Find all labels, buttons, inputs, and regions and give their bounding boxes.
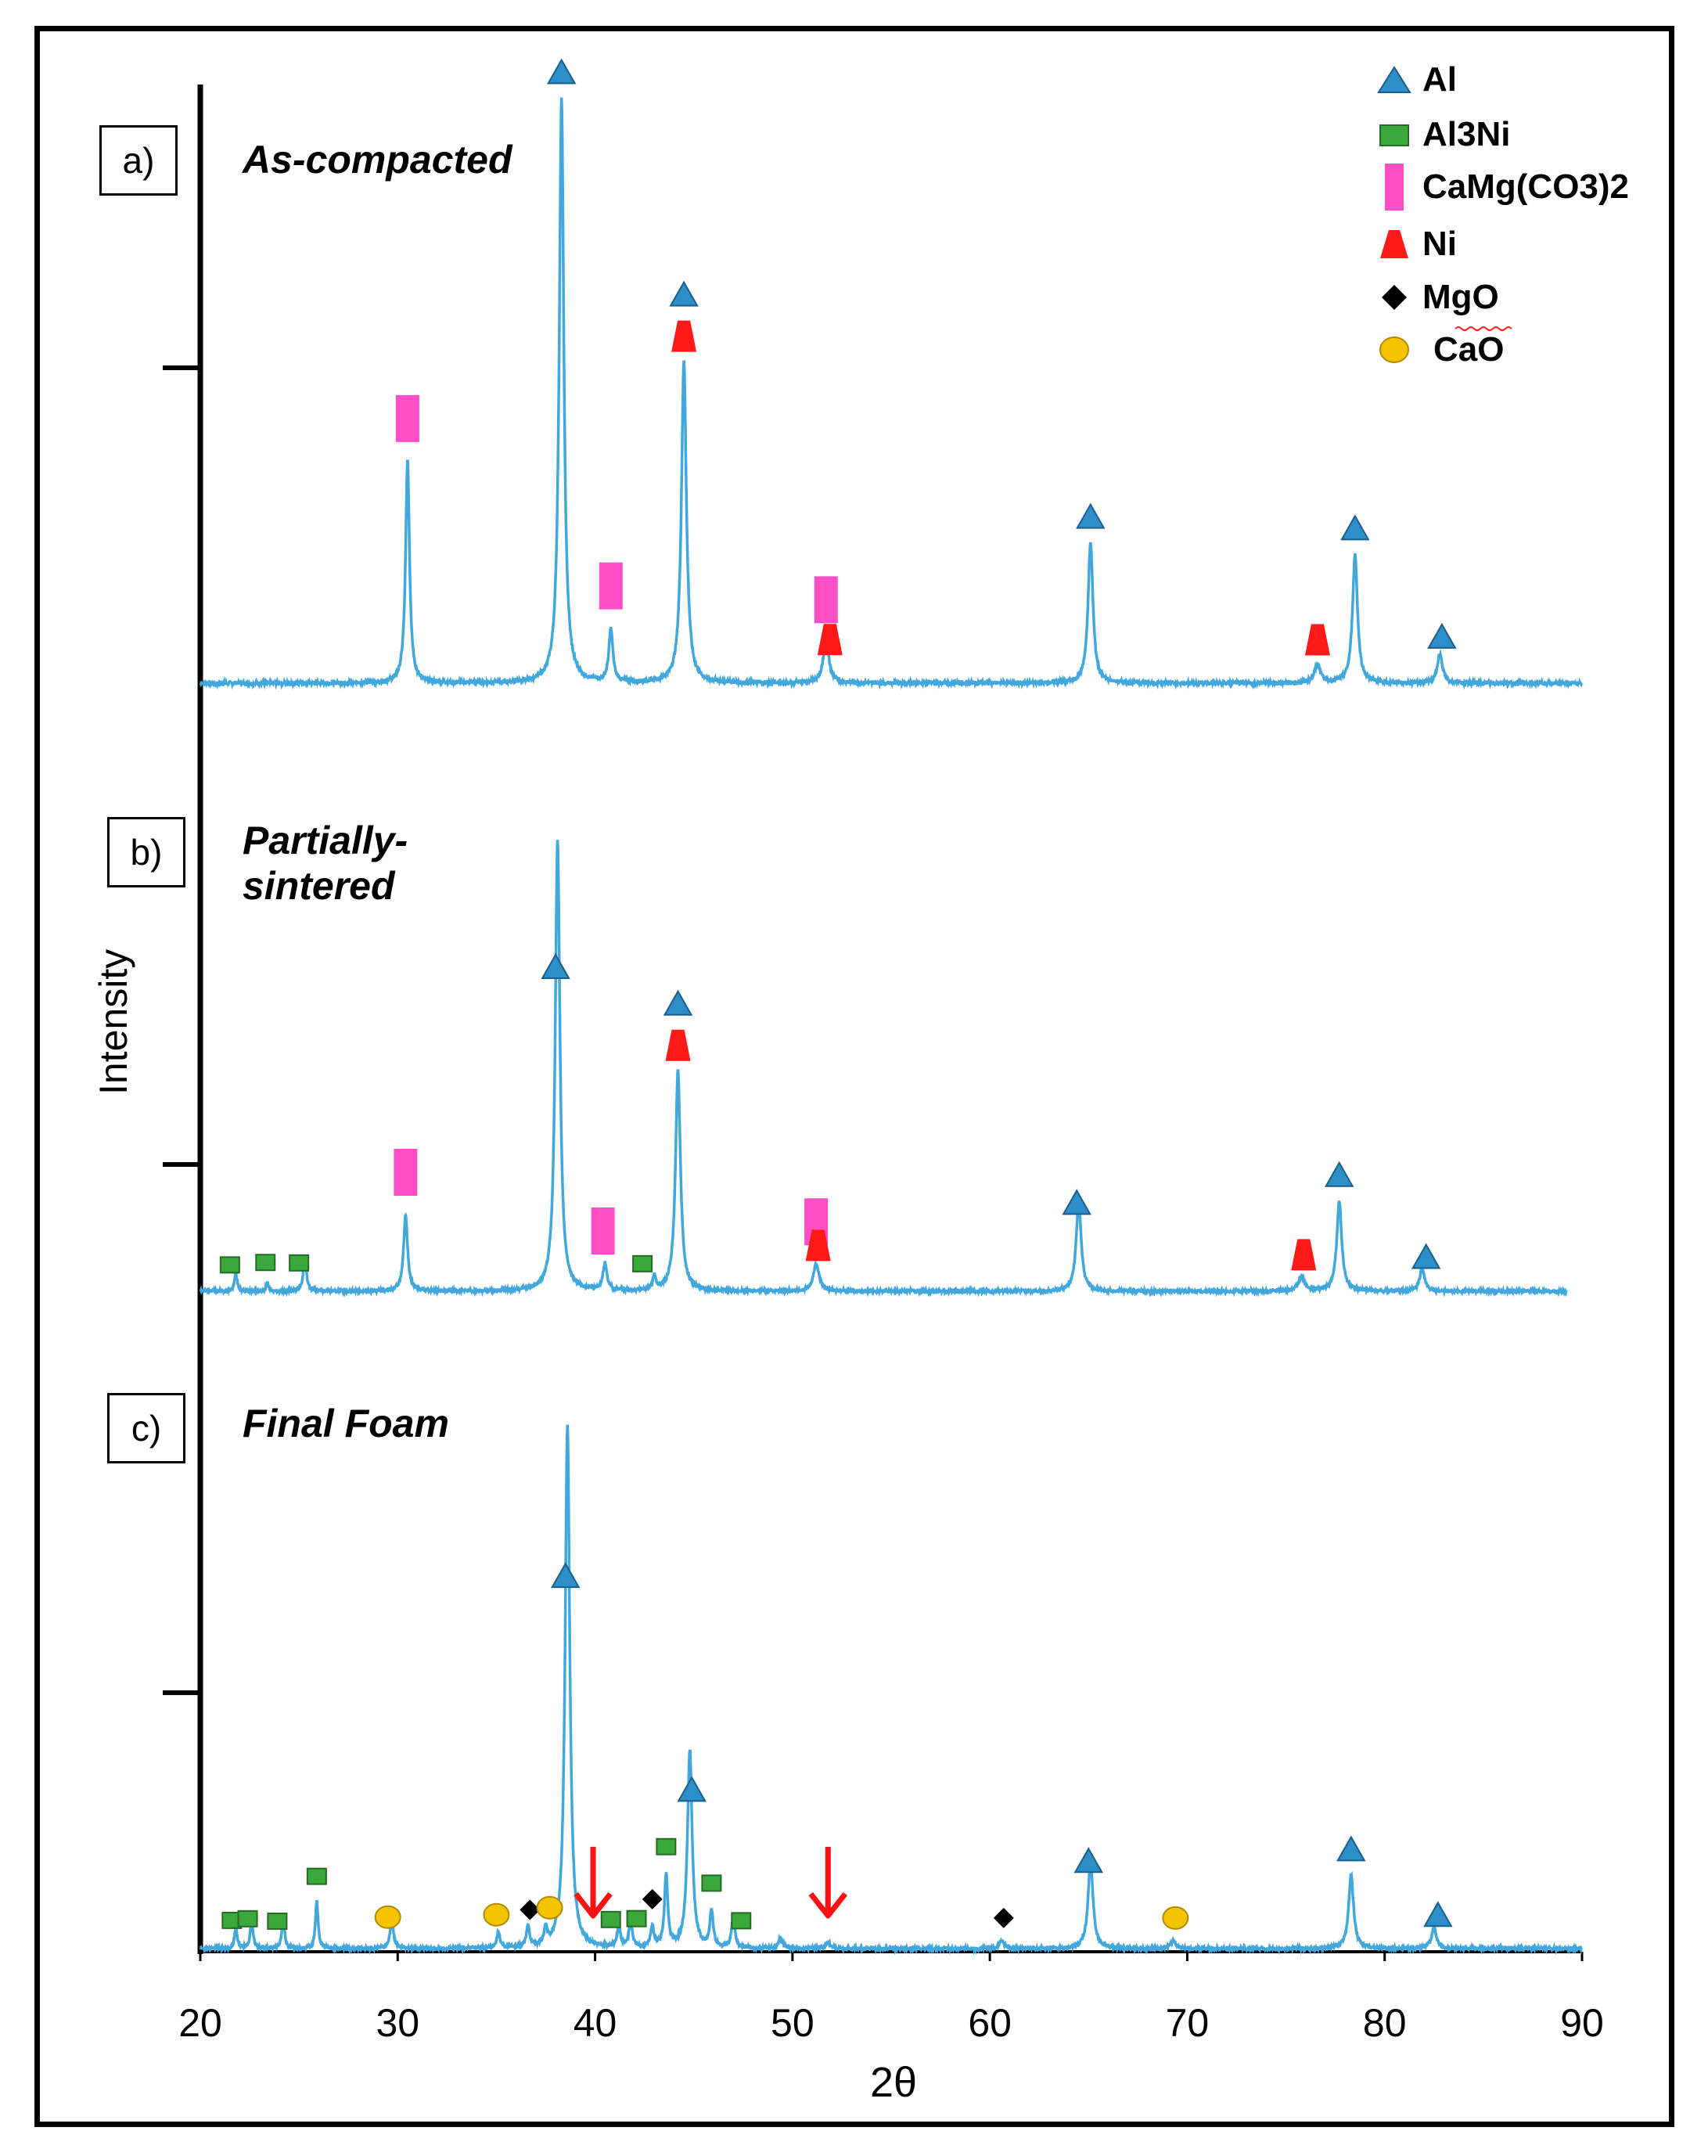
series-line-panel-c	[199, 1424, 1583, 1956]
legend-label: MgO	[1422, 278, 1499, 316]
legend-label: CaMg(CO3)2	[1422, 167, 1630, 206]
legend-camgco3-icon	[1385, 164, 1404, 211]
legend-al3ni-icon	[1379, 124, 1409, 146]
marker-al3ni-panel-b	[632, 1254, 653, 1272]
marker-ni-panel-b	[665, 1029, 691, 1061]
panel-c-title: Final Foam	[243, 1401, 449, 1446]
x-tick-label: 60	[968, 2001, 1012, 2045]
legend-item-mgo: MgO	[1377, 278, 1499, 317]
marker-al-panel-b	[1411, 1243, 1441, 1269]
marker-al3ni-panel-c	[626, 1909, 647, 1927]
panel-a-title-line: As-compacted	[243, 138, 512, 182]
marker-mgo-panel-c	[642, 1888, 663, 1909]
marker-al-panel-c	[1336, 1835, 1366, 1862]
panel-b-label: b)	[107, 817, 185, 887]
marker-al3ni-panel-c	[656, 1837, 677, 1855]
marker-al3ni-panel-c	[267, 1912, 288, 1930]
marker-ni-panel-a	[671, 320, 697, 352]
panel-c-label: c)	[107, 1393, 185, 1463]
legend-label: CaO	[1433, 330, 1505, 369]
marker-al-panel-c	[1073, 1847, 1104, 1873]
panel-c-title-line: Final Foam	[243, 1402, 449, 1445]
legend-cao-icon	[1379, 337, 1409, 363]
legend-item-al3ni: Al3Ni	[1377, 115, 1510, 154]
legend-mgo-icon	[1382, 285, 1407, 310]
series-line-panel-a	[199, 97, 1584, 690]
marker-mgo-panel-c	[993, 1907, 1014, 1928]
red-arrow-head-1	[808, 1891, 848, 1919]
x-tick-label: 70	[1166, 2001, 1210, 2045]
marker-al-panel-a	[669, 280, 699, 307]
x-axis-label: 2θ	[870, 2059, 918, 2106]
marker-camgco32-panel-a	[814, 576, 838, 624]
marker-al-panel-c	[551, 1562, 581, 1589]
marker-al-panel-b	[663, 989, 693, 1016]
y-axis-label: Intensity	[92, 948, 135, 1095]
marker-al3ni-panel-b	[219, 1256, 240, 1274]
marker-al3ni-panel-b	[289, 1254, 310, 1272]
legend-item-ni: Ni	[1377, 225, 1457, 264]
marker-cao-panel-c	[536, 1895, 563, 1920]
x-tick-label: 20	[178, 2001, 222, 2045]
marker-al-panel-c	[677, 1776, 707, 1802]
marker-al3ni-panel-c	[731, 1912, 752, 1930]
marker-al3ni-panel-c	[306, 1867, 327, 1885]
marker-ni-panel-b	[1291, 1239, 1317, 1271]
series-line-panel-b	[199, 840, 1568, 1298]
marker-al3ni-panel-c	[600, 1910, 621, 1928]
marker-camgco32-panel-b	[591, 1208, 615, 1255]
legend-label: Ni	[1422, 225, 1457, 263]
marker-al3ni-panel-c	[237, 1909, 258, 1927]
marker-cao-panel-c	[1162, 1906, 1189, 1930]
x-tick-label: 90	[1560, 2001, 1604, 2045]
marker-al-panel-c	[1423, 1901, 1453, 1927]
red-arrow-head-0	[574, 1891, 613, 1919]
marker-camgco32-panel-a	[599, 562, 623, 610]
x-tick-label: 80	[1363, 2001, 1407, 2045]
legend-item-camgco3: CaMg(CO3)2	[1377, 162, 1629, 212]
marker-mgo-panel-c	[520, 1899, 541, 1920]
marker-camgco32-panel-a	[395, 394, 419, 442]
marker-ni-panel-b	[805, 1229, 831, 1262]
legend-label: Al3Ni	[1422, 115, 1511, 153]
panel-b-title-line-2: sintered	[243, 864, 395, 908]
legend-al-icon	[1377, 66, 1411, 93]
x-tick-label: 30	[376, 2001, 419, 2045]
panel-a-label: a)	[99, 125, 178, 196]
marker-al-panel-a	[1076, 502, 1106, 529]
marker-al-panel-a	[1340, 514, 1370, 541]
panel-a-title: As-compacted	[243, 137, 512, 182]
marker-ni-panel-a	[817, 624, 843, 656]
marker-cao-panel-c	[374, 1905, 401, 1929]
marker-al3ni-panel-b	[255, 1254, 276, 1272]
legend-ni-icon	[1380, 230, 1408, 258]
marker-al-panel-a	[546, 58, 577, 85]
marker-camgco32-panel-b	[394, 1148, 418, 1196]
marker-al-panel-b	[1324, 1161, 1354, 1187]
legend-item-al: Al	[1377, 60, 1457, 99]
figure-frame	[34, 26, 1674, 2127]
panel-b-title-line-1: Partially-	[243, 819, 408, 862]
marker-ni-panel-a	[1304, 624, 1330, 656]
x-tick-label: 40	[574, 2001, 617, 2045]
spellcheck-underline	[1454, 326, 1512, 331]
marker-al-panel-b	[1062, 1189, 1091, 1215]
marker-al-panel-a	[1427, 622, 1457, 649]
legend-label: Al	[1422, 60, 1457, 99]
panel-b-title: Partially- sintered	[243, 818, 408, 909]
legend-item-cao: CaO	[1377, 330, 1504, 369]
marker-al3ni-panel-c	[701, 1874, 722, 1892]
marker-al-panel-b	[541, 952, 570, 979]
marker-cao-panel-c	[483, 1902, 510, 1927]
x-tick-label: 50	[771, 2001, 814, 2045]
